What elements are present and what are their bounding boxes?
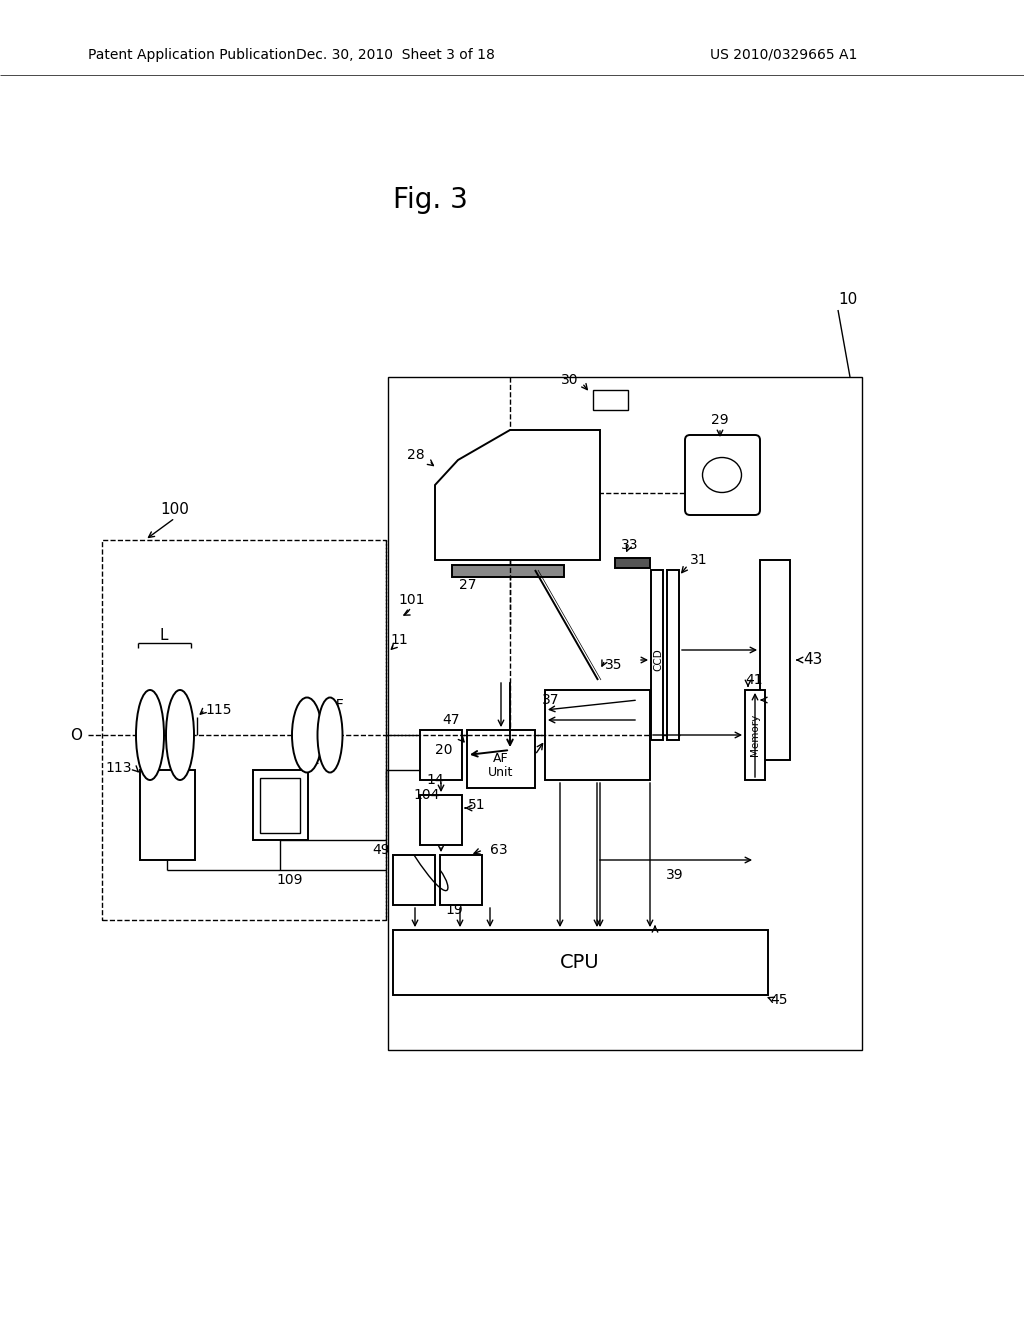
Bar <box>102 540 386 920</box>
Text: 10: 10 <box>838 293 857 308</box>
Text: US 2010/0329665 A1: US 2010/0329665 A1 <box>710 48 857 62</box>
Bar <box>745 690 765 780</box>
Text: Memory: Memory <box>750 714 760 756</box>
Bar <box>388 378 862 1049</box>
Bar <box>593 389 628 411</box>
Text: 104: 104 <box>414 788 440 803</box>
Bar <box>253 770 308 840</box>
Text: 35: 35 <box>605 657 623 672</box>
Text: 27: 27 <box>459 578 477 591</box>
Polygon shape <box>435 430 600 560</box>
Text: 41: 41 <box>745 673 763 686</box>
Text: 33: 33 <box>622 539 639 552</box>
Ellipse shape <box>292 697 322 772</box>
Bar <box>760 560 790 760</box>
Bar <box>545 690 650 780</box>
Bar <box>393 855 435 906</box>
Text: 100: 100 <box>161 503 189 517</box>
Text: CPU: CPU <box>560 953 600 973</box>
Ellipse shape <box>166 690 194 780</box>
Text: 11: 11 <box>390 634 408 647</box>
Bar <box>140 770 195 861</box>
Bar <box>467 730 535 788</box>
Text: 29: 29 <box>712 413 729 426</box>
Bar <box>420 795 462 845</box>
Bar <box>260 777 300 833</box>
Text: 101: 101 <box>398 593 425 607</box>
Text: Fig. 3: Fig. 3 <box>392 186 467 214</box>
Bar <box>667 570 679 741</box>
Text: Dec. 30, 2010  Sheet 3 of 18: Dec. 30, 2010 Sheet 3 of 18 <box>296 48 495 62</box>
Text: O: O <box>70 727 82 742</box>
Text: 28: 28 <box>408 447 425 462</box>
Text: 115: 115 <box>205 704 231 717</box>
Bar <box>615 558 650 568</box>
Text: 43: 43 <box>803 652 822 668</box>
Text: CCD: CCD <box>653 648 663 672</box>
Text: 111: 111 <box>303 752 330 767</box>
Bar <box>420 730 462 780</box>
Text: 63: 63 <box>490 843 508 857</box>
Text: L: L <box>160 627 168 643</box>
Text: Unit: Unit <box>488 766 514 779</box>
Text: 47: 47 <box>442 713 460 727</box>
Text: 51: 51 <box>468 799 485 812</box>
Text: 30: 30 <box>560 374 578 387</box>
Bar <box>393 931 768 995</box>
Bar <box>452 565 564 577</box>
Text: 14: 14 <box>426 774 443 787</box>
Text: 109: 109 <box>276 873 303 887</box>
Ellipse shape <box>317 697 342 772</box>
Text: 39: 39 <box>666 869 684 882</box>
Ellipse shape <box>136 690 164 780</box>
Text: 31: 31 <box>690 553 708 568</box>
Text: AF: AF <box>494 752 509 766</box>
Text: Patent Application Publication: Patent Application Publication <box>88 48 296 62</box>
Text: 113: 113 <box>105 762 132 775</box>
Text: 49: 49 <box>373 843 390 857</box>
Text: 45: 45 <box>770 993 787 1007</box>
Bar <box>651 570 663 741</box>
Text: 19: 19 <box>445 903 463 917</box>
Text: LF: LF <box>329 698 345 711</box>
Bar <box>440 855 482 906</box>
Text: 37: 37 <box>542 693 559 708</box>
FancyBboxPatch shape <box>685 436 760 515</box>
Text: 20: 20 <box>435 743 453 756</box>
